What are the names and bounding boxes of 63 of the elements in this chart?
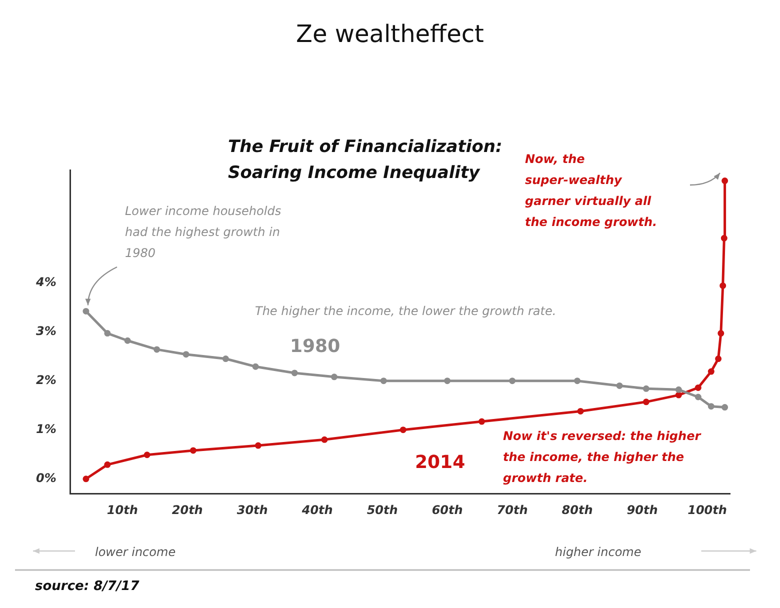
point (616, 382, 623, 389)
x-tick-label: 80th (562, 502, 593, 517)
point (154, 346, 160, 353)
point (380, 378, 387, 384)
point (478, 418, 485, 425)
annotation: Now it's reversed: the higher the income, the higher the growth rate. (503, 429, 702, 485)
point (444, 378, 451, 384)
point (104, 461, 111, 468)
point (144, 452, 150, 458)
series-label: 1980 (290, 336, 340, 357)
text: higher income (555, 545, 642, 559)
y-tick-label: 4% (35, 274, 56, 289)
chart-title: Ze wealtheffect (296, 20, 484, 48)
x-tick-label: 20th (172, 502, 203, 517)
y-tick-label: 0% (36, 471, 56, 486)
source-note: source: 8/7/17 (35, 579, 140, 594)
point (722, 404, 728, 411)
point (509, 378, 516, 384)
point (694, 384, 702, 391)
x-tick-label: 70th (496, 502, 528, 517)
x-tick-label: 50th (366, 502, 398, 517)
x-tick-label: 90th (626, 502, 658, 517)
point (82, 308, 90, 314)
point (722, 178, 728, 184)
annotation: Lower income households had the highest growth in 1980 (125, 204, 282, 260)
text: lower income (95, 545, 176, 559)
point (577, 408, 584, 414)
annotation: The higher the income, the lower the growth rate. (255, 304, 556, 318)
point (291, 370, 298, 376)
point (718, 330, 724, 337)
point (708, 403, 714, 410)
x-tick-label: 10th (106, 502, 138, 517)
point (182, 351, 190, 358)
point (675, 392, 682, 398)
point (252, 363, 259, 370)
y-tick-label: 1% (36, 422, 56, 436)
point (642, 385, 650, 392)
point (708, 368, 714, 375)
point (720, 282, 726, 289)
x-tick-label: 60th (432, 502, 463, 517)
chart-subtitle: The Fruit of Financialization: Soaring Income Inequality (228, 137, 502, 183)
point (715, 356, 722, 362)
series-label: 2014 (415, 452, 466, 473)
x-tick-label: 40th (300, 502, 333, 517)
point (675, 386, 682, 393)
point (720, 234, 728, 242)
y-tick-label: 3% (36, 324, 56, 338)
point (190, 447, 196, 454)
point (82, 476, 90, 482)
point (574, 378, 581, 384)
y-tick-label: 2% (36, 372, 56, 387)
point (222, 356, 229, 362)
x-tick-label: 30th (236, 502, 268, 517)
point (124, 337, 131, 344)
point (330, 374, 338, 380)
point (254, 442, 262, 449)
annotation: Now, the super-wealthy garner virtually all the income growth. (525, 152, 658, 229)
x-tick-label: 100th (688, 502, 727, 517)
point (694, 394, 702, 400)
point (104, 330, 111, 337)
point (642, 398, 650, 406)
point (400, 426, 406, 434)
point (321, 436, 328, 443)
